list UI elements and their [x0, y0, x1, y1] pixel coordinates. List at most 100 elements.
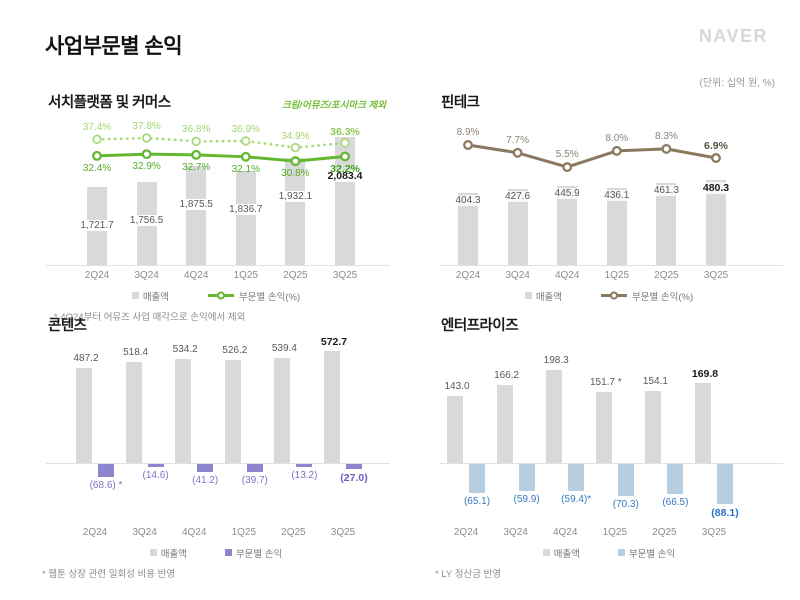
revenue-value-label: 2,083.4	[325, 170, 365, 183]
revenue-value-label: 518.4	[123, 346, 149, 358]
revenue-bar	[335, 137, 355, 265]
panel-head: 콘텐츠	[40, 313, 392, 335]
panel-title: 서치플랫폼 및 커머스	[48, 95, 171, 111]
category-label: 4Q24	[554, 270, 580, 281]
legend-revenue-label: 매출액	[160, 548, 187, 560]
legend: 매출액 부문별 손익(%)	[433, 289, 785, 303]
margin-point-label: 36.3%	[330, 125, 360, 138]
category-axis: 2Q24 3Q24 4Q24 1Q25 2Q25 3Q25	[433, 527, 785, 541]
plot-area: 1,721.7 1,756.5 1,875.5 1,836.7 1,932.1 2,083…	[40, 116, 392, 266]
profit-bar	[346, 464, 362, 470]
x-axis-line	[46, 265, 390, 266]
revenue-bar	[186, 165, 207, 265]
profit-line-swatch-icon	[208, 291, 235, 300]
legend: 매출액 부문별 손익	[433, 546, 785, 560]
revenue-value-label: 154.1	[642, 375, 668, 387]
category-label: 1Q25	[602, 527, 628, 538]
chart-footnote: * 4Q24부터 어뮤즈 사업 매각으로 손익에서 제외	[54, 312, 246, 323]
margin-point-label: 36.8%	[182, 124, 211, 136]
category-label: 3Q24	[132, 527, 157, 538]
panel-head: 서치플랫폼 및 커머스 크림/어뮤즈/포시마크 제외	[40, 90, 392, 112]
category-label: 1Q25	[231, 527, 257, 538]
category-label: 3Q25	[330, 527, 356, 538]
category-label: 3Q25	[701, 527, 727, 538]
legend-item-profit: 부문별 손익(%)	[207, 289, 300, 303]
zero-line	[439, 463, 783, 464]
legend-profit-label: 부문별 손익(%)	[239, 291, 301, 303]
category-label: 1Q25	[604, 270, 630, 281]
margin-point-label: 8.9%	[456, 127, 480, 138]
plot-area: 143.0 166.2 198.3 151.7 * 154.1 169.8 (65.1) (5…	[433, 339, 785, 523]
profit-value-label: (14.6)	[142, 469, 169, 481]
legend-item-profit: 부문별 손익	[617, 546, 675, 560]
revenue-value-label: 534.2	[172, 343, 198, 355]
category-label: 4Q24	[181, 527, 207, 538]
revenue-value-label: 1,836.7	[227, 204, 265, 216]
revenue-value-label: 198.3	[543, 354, 569, 366]
margin-point-label: 5.5%	[555, 149, 579, 161]
zero-line	[46, 463, 390, 464]
legend-item-revenue: 매출액	[131, 289, 170, 303]
revenue-bar	[224, 360, 241, 463]
revenue-value-label: 572.7	[320, 336, 348, 349]
unit-note: (단위: 십억 원, %)	[699, 78, 775, 89]
legend-profit-label: 부문별 손익	[235, 548, 283, 560]
revenue-bar	[175, 358, 192, 463]
category-label: 4Q24	[552, 527, 578, 538]
legend-item-revenue: 매출액	[524, 289, 562, 303]
chart-fintech: 핀테크 404.3 427.6 445.9 436.1 461.3 480.3 8.9% 7.7…	[433, 90, 785, 312]
category-label: 4Q24	[183, 270, 209, 281]
margin-point-label: 36.9%	[231, 123, 260, 135]
margin-point-label: 8.3%	[654, 130, 678, 142]
chart-content: 콘텐츠 487.2 518.4 534.2 526.2 539.4 572.7 (68.6) …	[40, 313, 392, 581]
revenue-bar	[76, 367, 92, 463]
margin-point-label: 32.1%	[231, 163, 260, 175]
margin-point-label: 32.9%	[132, 161, 161, 173]
category-label: 3Q24	[505, 270, 530, 281]
chart-search-commerce: 서치플랫폼 및 커머스 크림/어뮤즈/포시마크 제외 1,721.7 1,756.5 1…	[40, 90, 392, 323]
chart-enterprise: 엔터프라이즈 143.0 166.2 198.3 151.7 * 154.1 169.8 (6…	[433, 313, 785, 581]
legend-revenue-label: 매출액	[553, 548, 580, 560]
profit-swatch-icon	[224, 549, 232, 556]
revenue-value-label: 487.2	[73, 352, 99, 364]
revenue-bar	[447, 395, 463, 463]
x-axis-line	[439, 265, 783, 266]
revenue-value-label: 436.1	[604, 189, 630, 201]
panel-head: 엔터프라이즈	[433, 313, 785, 335]
profit-value-label: (88.1)	[711, 506, 739, 519]
panel-note: 크림/어뮤즈/포시마크 제외	[281, 100, 386, 111]
profit-bar	[617, 464, 634, 496]
legend-item-revenue: 매출액	[149, 546, 187, 560]
margin-point-label: 32.2%	[330, 163, 360, 176]
margin-point-label: 37.4%	[82, 122, 112, 134]
legend-item-profit: 부문별 손익	[224, 546, 283, 560]
profit-bar	[98, 464, 114, 478]
revenue-value-label: 1,932.1	[276, 191, 315, 203]
revenue-bar	[557, 185, 578, 265]
page-title: 사업부문별 손익	[45, 35, 183, 58]
profit-value-label: (66.5)	[662, 496, 689, 508]
revenue-value-label: 480.3	[702, 181, 730, 194]
revenue-swatch-icon	[524, 292, 532, 299]
profit-margin-lines	[92, 133, 350, 167]
margin-point-label: 7.7%	[506, 134, 529, 146]
category-label: 3Q24	[503, 527, 528, 538]
revenue-value-label: 461.3	[653, 184, 679, 196]
profit-line-swatch-icon	[601, 291, 628, 300]
category-axis: 2Q24 3Q24 4Q24 1Q25 2Q25 3Q25	[433, 270, 785, 284]
legend-revenue-label: 매출액	[142, 291, 170, 303]
category-label: 2Q25	[654, 270, 679, 281]
profit-bar	[568, 464, 585, 491]
profit-margin-lines	[463, 140, 721, 173]
revenue-bar	[595, 391, 612, 463]
revenue-bar	[285, 158, 306, 265]
margin-point-label: 37.8%	[132, 121, 161, 132]
category-label: 3Q24	[134, 270, 159, 281]
revenue-value-label: 445.9	[554, 187, 580, 199]
chart-footnote: * LY 정산금 반영	[435, 569, 502, 580]
profit-value-label: (41.2)	[192, 475, 219, 487]
legend-item-profit: 부문별 손익(%)	[600, 289, 693, 303]
revenue-value-label: 1,756.5	[127, 215, 166, 227]
profit-swatch-icon	[617, 549, 625, 556]
profit-value-label: (70.3)	[612, 498, 639, 510]
